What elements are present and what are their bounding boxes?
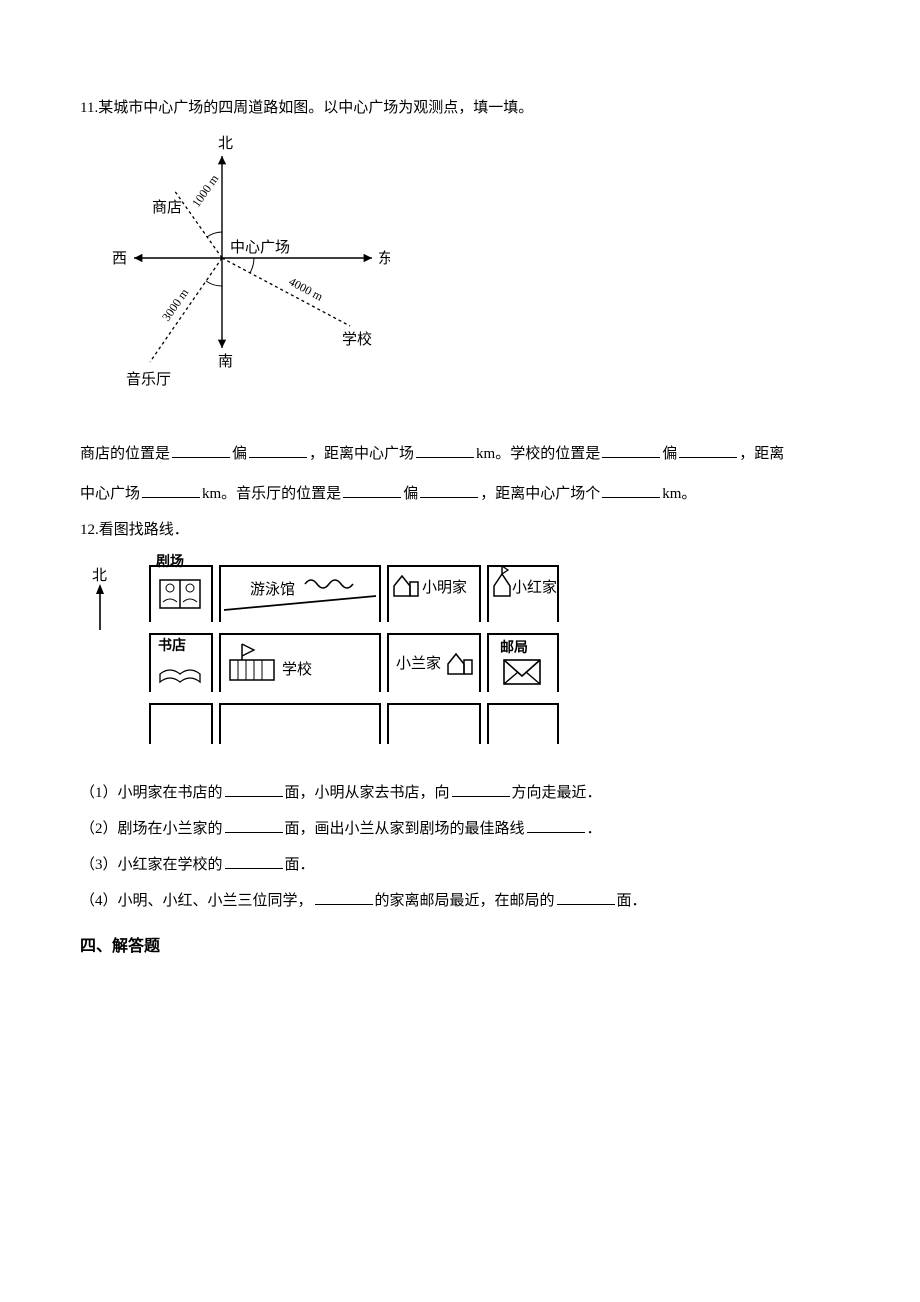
q12-sub2: （2）剧场在小兰家的 面，画出小兰从家到剧场的最佳路线 ． (80, 814, 840, 844)
label-pool: 游泳馆 (250, 581, 295, 598)
blank[interactable] (172, 442, 230, 459)
blank[interactable] (557, 889, 615, 906)
label-bookstore: 书店 (158, 637, 186, 654)
label-hall: 音乐厅 (126, 371, 171, 388)
blank[interactable] (343, 482, 401, 499)
blank[interactable] (225, 853, 283, 870)
blank[interactable] (249, 442, 307, 459)
label-center: 中心广场 (230, 239, 290, 256)
blank[interactable] (452, 781, 510, 798)
label-theater: 剧场 (156, 554, 184, 570)
q11-svg: 北 南 东 西 中心广场 商店 1000 m 学校 4000 m 音乐厅 300… (90, 130, 390, 410)
q11-p1d: km。学校的位置是 (476, 446, 600, 462)
s4a: （4）小明、小红、小兰三位同学， (80, 893, 313, 909)
blank[interactable] (602, 482, 660, 499)
s4c: 面． (617, 893, 647, 909)
s2a: （2）剧场在小兰家的 (80, 821, 223, 837)
q11-p2a: 中心广场 (80, 486, 140, 502)
label-school: 学校 (342, 331, 372, 348)
s3b: 面． (285, 857, 315, 873)
q12-svg: 北 剧场 游泳馆 小明家 (90, 552, 570, 752)
label-store: 商店 (152, 199, 182, 216)
label-xiaohong: 小红家 (512, 579, 557, 596)
label-xiaolan: 小兰家 (396, 655, 441, 672)
blank[interactable] (416, 442, 474, 459)
q11-text: 某城市中心广场的四周道路如图。以中心广场为观测点，填一填。 (98, 100, 533, 116)
q11-figure: 北 南 东 西 中心广场 商店 1000 m 学校 4000 m 音乐厅 300… (90, 130, 840, 418)
section4-heading: 四、解答题 (80, 934, 840, 960)
blank[interactable] (225, 781, 283, 798)
label-west: 西 (112, 251, 127, 267)
q12-text: 看图找路线． (99, 522, 189, 538)
q11-p2d: ，距离中心广场个 (480, 486, 600, 502)
q11-fill-line2: 中心广场 km。音乐厅的位置是 偏 ，距离中心广场个 km。 (80, 476, 840, 512)
q11-p1a: 商店的位置是 (80, 446, 170, 462)
q12-number: 12. (80, 522, 99, 538)
s3a: （3）小红家在学校的 (80, 857, 223, 873)
q11-p1c: ，距离中心广场 (309, 446, 414, 462)
q11-p2c: 偏 (403, 486, 418, 502)
label-xiaoming: 小明家 (422, 579, 467, 596)
s1b: 面，小明从家去书店，向 (285, 785, 450, 801)
q11-p1b: 偏 (232, 446, 247, 462)
label-hall-dist: 3000 m (159, 285, 192, 323)
q12-stem: 12.看图找路线． (80, 518, 840, 542)
north-label: 北 (92, 567, 107, 584)
blank[interactable] (225, 817, 283, 834)
q12-sub1: （1）小明家在书店的 面，小明从家去书店，向 方向走最近． (80, 778, 840, 808)
s1a: （1）小明家在书店的 (80, 785, 223, 801)
q11-number: 11. (80, 100, 98, 116)
label-store-dist: 1000 m (189, 171, 222, 209)
blank[interactable] (420, 482, 478, 499)
q11-p1e: 偏 (662, 446, 677, 462)
label-school2: 学校 (282, 661, 312, 678)
s2b: 面，画出小兰从家到剧场的最佳路线 (285, 821, 525, 837)
q12-sub4: （4）小明、小红、小兰三位同学， 的家离邮局最近，在邮局的 面． (80, 886, 840, 916)
label-south: 南 (218, 353, 233, 370)
q12-figure: 北 剧场 游泳馆 小明家 (90, 552, 840, 760)
q11-stem: 11.某城市中心广场的四周道路如图。以中心广场为观测点，填一填。 (80, 96, 840, 120)
worksheet-page: 11.某城市中心广场的四周道路如图。以中心广场为观测点，填一填。 北 南 东 西… (0, 0, 920, 1020)
blank[interactable] (602, 442, 660, 459)
q11-p1f: ，距离 (739, 446, 784, 462)
blank[interactable] (142, 482, 200, 499)
blank[interactable] (527, 817, 585, 834)
s1c: 方向走最近． (512, 785, 602, 801)
label-post: 邮局 (500, 639, 528, 656)
q12-sub3: （3）小红家在学校的 面． (80, 850, 840, 880)
q11-fill-line1: 商店的位置是 偏 ，距离中心广场 km。学校的位置是 偏 ，距离 (80, 436, 840, 472)
q11-p2e: km。 (662, 486, 696, 502)
label-north: 北 (218, 135, 233, 152)
s4b: 的家离邮局最近，在邮局的 (375, 893, 555, 909)
label-school-dist: 4000 m (287, 274, 326, 304)
s2c: ． (587, 821, 602, 837)
q11-p2b: km。音乐厅的位置是 (202, 486, 341, 502)
label-east: 东 (378, 250, 390, 267)
blank[interactable] (679, 442, 737, 459)
blank[interactable] (315, 889, 373, 906)
